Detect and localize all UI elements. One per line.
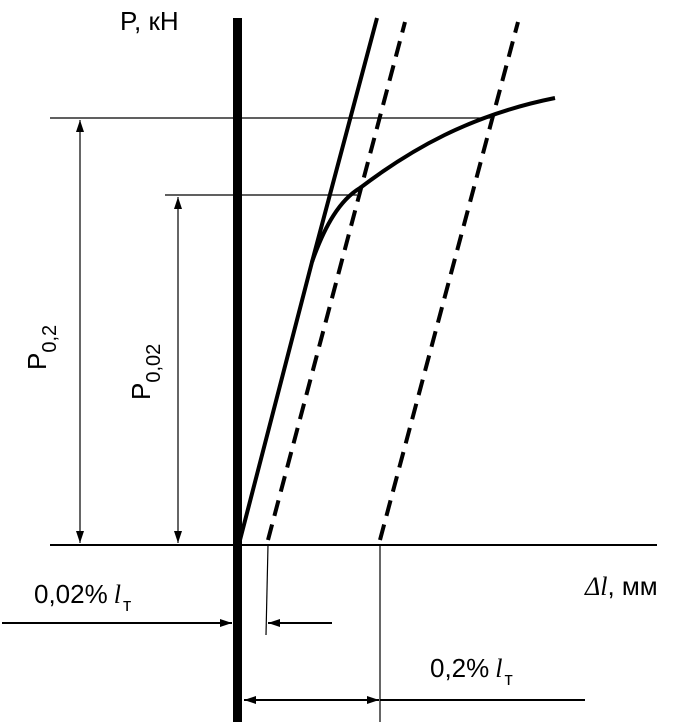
offset-large-label: 0,2% l т [430, 653, 513, 689]
offset-line-small [266, 21, 407, 541]
main: P [22, 353, 52, 370]
offset-small-label: 0,02% l т [34, 579, 131, 615]
symbol: l [495, 654, 502, 683]
p002-label: P0,02 [126, 344, 165, 400]
sub: 0,2 [39, 325, 61, 353]
symbol: Δl [584, 572, 607, 601]
main: P [126, 383, 156, 400]
symbol: l [114, 580, 121, 609]
y-axis [233, 18, 242, 722]
elastic-line [238, 17, 379, 541]
y-axis-label: P, кН [120, 6, 179, 36]
sub: 0,02 [143, 344, 165, 383]
x-axis-label: Δl, мм [584, 571, 658, 601]
p02-label: P0,2 [22, 325, 61, 370]
offset-line-large [378, 21, 520, 541]
extension-line [265, 544, 269, 636]
sub: т [505, 669, 513, 689]
value: 0,2% [430, 653, 489, 683]
sub: т [123, 595, 131, 615]
unit: , мм [607, 571, 657, 601]
value: 0,02% [34, 579, 108, 609]
